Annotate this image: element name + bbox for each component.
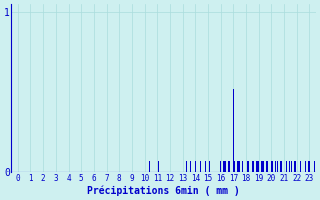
Bar xyxy=(280,161,281,172)
Bar xyxy=(252,161,253,172)
Bar xyxy=(247,161,248,172)
Bar xyxy=(277,161,278,172)
Bar xyxy=(286,161,287,172)
Bar xyxy=(200,161,201,172)
Bar xyxy=(242,161,243,172)
Bar xyxy=(272,161,273,172)
Bar xyxy=(298,161,299,172)
Bar xyxy=(294,161,295,172)
Bar xyxy=(195,161,196,172)
Bar xyxy=(275,161,276,172)
Bar xyxy=(319,161,320,172)
Bar xyxy=(149,161,150,172)
Bar xyxy=(220,161,221,172)
Bar xyxy=(147,161,148,172)
Bar xyxy=(251,161,252,172)
Bar xyxy=(239,161,240,172)
Bar xyxy=(227,161,228,172)
Bar xyxy=(248,161,249,172)
Bar xyxy=(161,161,162,172)
Bar xyxy=(158,161,159,172)
Bar xyxy=(224,161,225,172)
Bar xyxy=(229,161,230,172)
Bar xyxy=(256,161,257,172)
Bar xyxy=(309,161,310,172)
Bar xyxy=(197,161,198,172)
Bar xyxy=(263,161,264,172)
Bar xyxy=(253,161,254,172)
Bar xyxy=(271,161,272,172)
Bar xyxy=(314,161,315,172)
Bar xyxy=(267,161,268,172)
Bar xyxy=(209,161,210,172)
Bar xyxy=(257,161,258,172)
Bar xyxy=(230,161,231,172)
Bar xyxy=(295,161,296,172)
Bar xyxy=(223,161,224,172)
Bar xyxy=(205,161,206,172)
Bar xyxy=(228,161,229,172)
Bar xyxy=(305,161,306,172)
Bar xyxy=(233,89,234,172)
Bar xyxy=(225,161,226,172)
Bar xyxy=(261,161,262,172)
Bar xyxy=(300,161,301,172)
Bar xyxy=(265,161,266,172)
Bar xyxy=(266,161,267,172)
Bar xyxy=(186,161,187,172)
Bar xyxy=(262,161,263,172)
Bar xyxy=(289,161,290,172)
Bar xyxy=(238,161,239,172)
X-axis label: Précipitations 6min ( mm ): Précipitations 6min ( mm ) xyxy=(87,185,240,196)
Bar xyxy=(281,161,282,172)
Bar xyxy=(190,161,191,172)
Bar xyxy=(234,161,235,172)
